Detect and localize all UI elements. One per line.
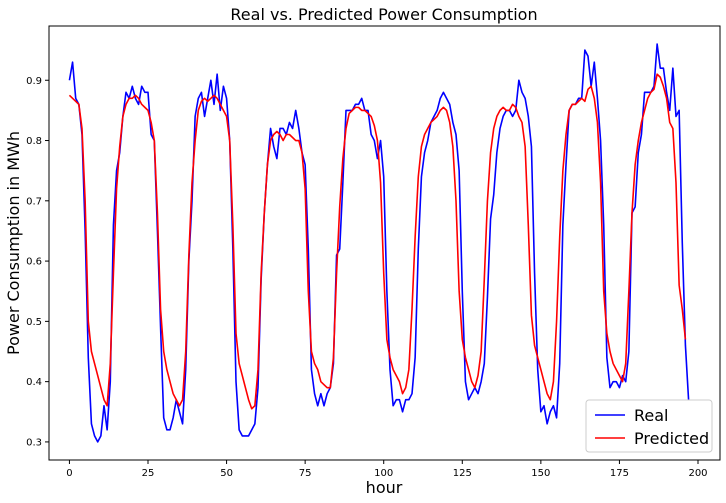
x-tick-label: 100 — [374, 468, 393, 479]
y-axis-title: Power Consumption in MWh — [4, 131, 23, 355]
legend-box — [585, 399, 713, 453]
x-axis-ticks: 0 25 50 75 100 125 150 175 200 — [66, 460, 708, 479]
y-axis-ticks: 0.3 0.4 0.5 0.6 0.7 0.8 0.9 — [26, 76, 49, 448]
x-tick-label: 150 — [531, 468, 550, 479]
series-layer — [68, 43, 690, 443]
x-tick-label: 175 — [610, 468, 629, 479]
y-tick-label: 0.6 — [26, 257, 42, 268]
chart-title: Real vs. Predicted Power Consumption — [230, 5, 537, 24]
series-line-real — [68, 43, 690, 443]
x-tick-label: 50 — [220, 468, 233, 479]
x-tick-label: 25 — [142, 468, 155, 479]
y-tick-label: 0.4 — [26, 377, 42, 388]
legend-label-predicted: Predicted — [634, 429, 709, 448]
y-tick-label: 0.3 — [26, 437, 42, 448]
series-line-predicted — [68, 73, 687, 410]
y-tick-label: 0.8 — [26, 136, 42, 147]
x-tick-label: 125 — [453, 468, 472, 479]
plot-frame — [48, 25, 721, 461]
x-tick-label: 75 — [299, 468, 312, 479]
y-tick-label: 0.9 — [26, 76, 42, 87]
y-tick-label: 0.7 — [26, 196, 42, 207]
x-axis-title: hour — [366, 478, 403, 497]
x-tick-label: 200 — [688, 468, 707, 479]
y-tick-label: 0.5 — [26, 317, 42, 328]
legend: Real Predicted — [585, 399, 713, 453]
x-tick-label: 0 — [66, 468, 72, 479]
legend-label-real: Real — [634, 406, 669, 425]
